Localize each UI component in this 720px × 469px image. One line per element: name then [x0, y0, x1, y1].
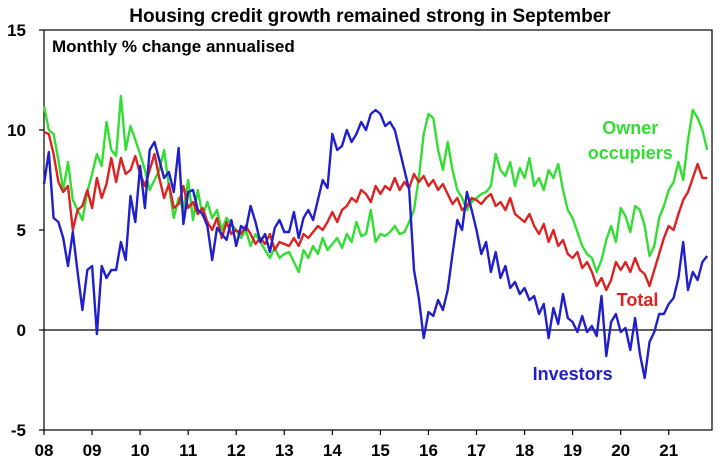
y-tick-label: -5	[11, 421, 26, 440]
series-line-investors	[42, 108, 709, 380]
x-tick-label: 18	[515, 441, 534, 460]
series-line-total	[43, 130, 708, 292]
x-tick-label: 09	[83, 441, 102, 460]
x-tick-label: 21	[659, 441, 678, 460]
chart-title: Housing credit growth remained strong in…	[129, 6, 611, 27]
plot-area: 15 10 5 0 -5 08 09 10 11 12 13 14 15 16 17 18 19 20 21 Owne…	[7, 21, 713, 460]
x-tick-label: 15	[371, 441, 390, 460]
x-tick-label: 13	[275, 441, 294, 460]
y-tick-label: 15	[7, 21, 26, 40]
y-tick-label: 10	[7, 121, 26, 140]
y-tick-label: 0	[17, 321, 26, 340]
series-label-owner-occupiers: occupiers	[588, 143, 673, 163]
x-tick-label: 11	[179, 441, 197, 460]
chart-subtitle: Monthly % change annualised	[52, 37, 295, 56]
x-tick-label: 08	[35, 441, 54, 460]
series-line-owner-occupiers	[42, 94, 709, 274]
y-tick-label: 5	[17, 221, 26, 240]
series-label-total: Total	[617, 290, 659, 310]
x-tick-label: 10	[131, 441, 150, 460]
x-tick-label: 20	[611, 441, 630, 460]
x-tick-label: 12	[227, 441, 246, 460]
x-tick-label: 16	[419, 441, 438, 460]
x-tick-label: 14	[323, 441, 342, 460]
series-label-owner-occupiers: Owner	[602, 118, 658, 138]
series-label-investors: Investors	[533, 364, 613, 384]
x-tick-label: 17	[467, 441, 486, 460]
x-tick-label: 19	[563, 441, 582, 460]
